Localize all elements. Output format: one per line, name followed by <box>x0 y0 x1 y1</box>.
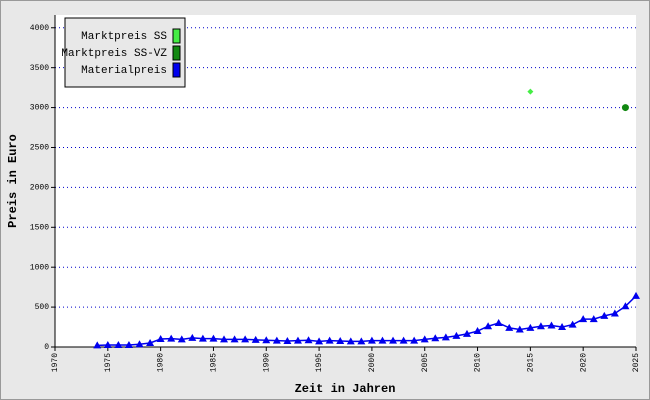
point <box>431 334 440 342</box>
y-tick-label: 2500 <box>30 144 49 153</box>
y-tick-label: 1000 <box>30 263 49 272</box>
legend-label: Marktpreis SS-VZ <box>61 48 167 60</box>
point <box>452 331 461 339</box>
point <box>420 335 429 343</box>
point <box>484 322 493 330</box>
x-tick-label: 1975 <box>104 353 113 372</box>
x-tick-label: 2025 <box>632 353 641 372</box>
point <box>558 323 567 331</box>
point <box>93 341 102 349</box>
point <box>589 315 598 323</box>
point <box>325 336 334 344</box>
point <box>146 339 155 347</box>
point <box>167 334 176 342</box>
point <box>621 104 629 112</box>
y-tick-label: 4000 <box>30 24 49 33</box>
point <box>505 323 514 331</box>
point <box>515 325 524 333</box>
point <box>251 335 260 343</box>
point <box>293 336 302 344</box>
point <box>600 311 609 319</box>
point <box>610 309 619 317</box>
point <box>399 336 408 344</box>
point <box>336 337 345 345</box>
point <box>304 336 313 344</box>
point <box>527 88 534 95</box>
point <box>230 335 239 343</box>
point <box>632 291 640 299</box>
y-tick-label: 3500 <box>30 64 49 73</box>
point <box>114 341 123 349</box>
x-tick-label: 2010 <box>474 353 483 372</box>
point <box>378 336 387 344</box>
point <box>526 323 535 331</box>
y-tick-label: 1500 <box>30 223 49 232</box>
legend-label: Marktpreis SS <box>81 31 167 43</box>
point <box>209 334 218 342</box>
legend-label: Materialpreis <box>81 65 167 77</box>
legend-swatch <box>172 45 181 61</box>
y-tick-label: 2000 <box>30 183 49 192</box>
point <box>124 341 133 349</box>
legend-swatch <box>172 28 181 44</box>
point <box>389 336 398 344</box>
series-line <box>97 295 637 347</box>
point <box>198 334 207 342</box>
point <box>156 335 165 343</box>
point <box>579 315 588 323</box>
point <box>494 319 503 327</box>
point <box>568 320 577 328</box>
x-axis-title: Zeit in Jahren <box>295 382 396 396</box>
point <box>621 302 630 310</box>
point <box>410 336 419 344</box>
point <box>357 337 366 345</box>
legend-swatch <box>172 62 181 78</box>
point <box>241 335 250 343</box>
point <box>462 329 471 337</box>
point <box>135 340 144 348</box>
point <box>177 335 186 343</box>
y-tick-label: 0 <box>44 343 49 352</box>
x-tick-label: 1970 <box>51 353 60 372</box>
legend-box <box>64 17 186 88</box>
x-tick-label: 2005 <box>421 353 430 372</box>
point <box>473 327 482 335</box>
y-axis-title: Preis in Euro <box>6 134 20 228</box>
point <box>262 336 271 344</box>
x-tick-label: 1995 <box>315 353 324 372</box>
x-tick-label: 1990 <box>262 353 271 372</box>
point <box>103 341 112 349</box>
x-tick-label: 2020 <box>579 353 588 372</box>
point <box>283 337 292 345</box>
point <box>220 335 229 343</box>
x-tick-label: 1980 <box>157 353 166 372</box>
point <box>441 333 450 341</box>
x-tick-label: 2000 <box>368 353 377 372</box>
x-tick-label: 2015 <box>526 353 535 372</box>
point <box>367 336 376 344</box>
point <box>547 321 556 329</box>
point <box>315 337 324 345</box>
point <box>188 333 197 341</box>
x-tick-label: 1985 <box>210 353 219 372</box>
y-tick-label: 500 <box>35 303 50 312</box>
point <box>272 336 281 344</box>
point <box>346 337 355 345</box>
y-tick-label: 3000 <box>30 104 49 113</box>
point <box>536 322 545 330</box>
